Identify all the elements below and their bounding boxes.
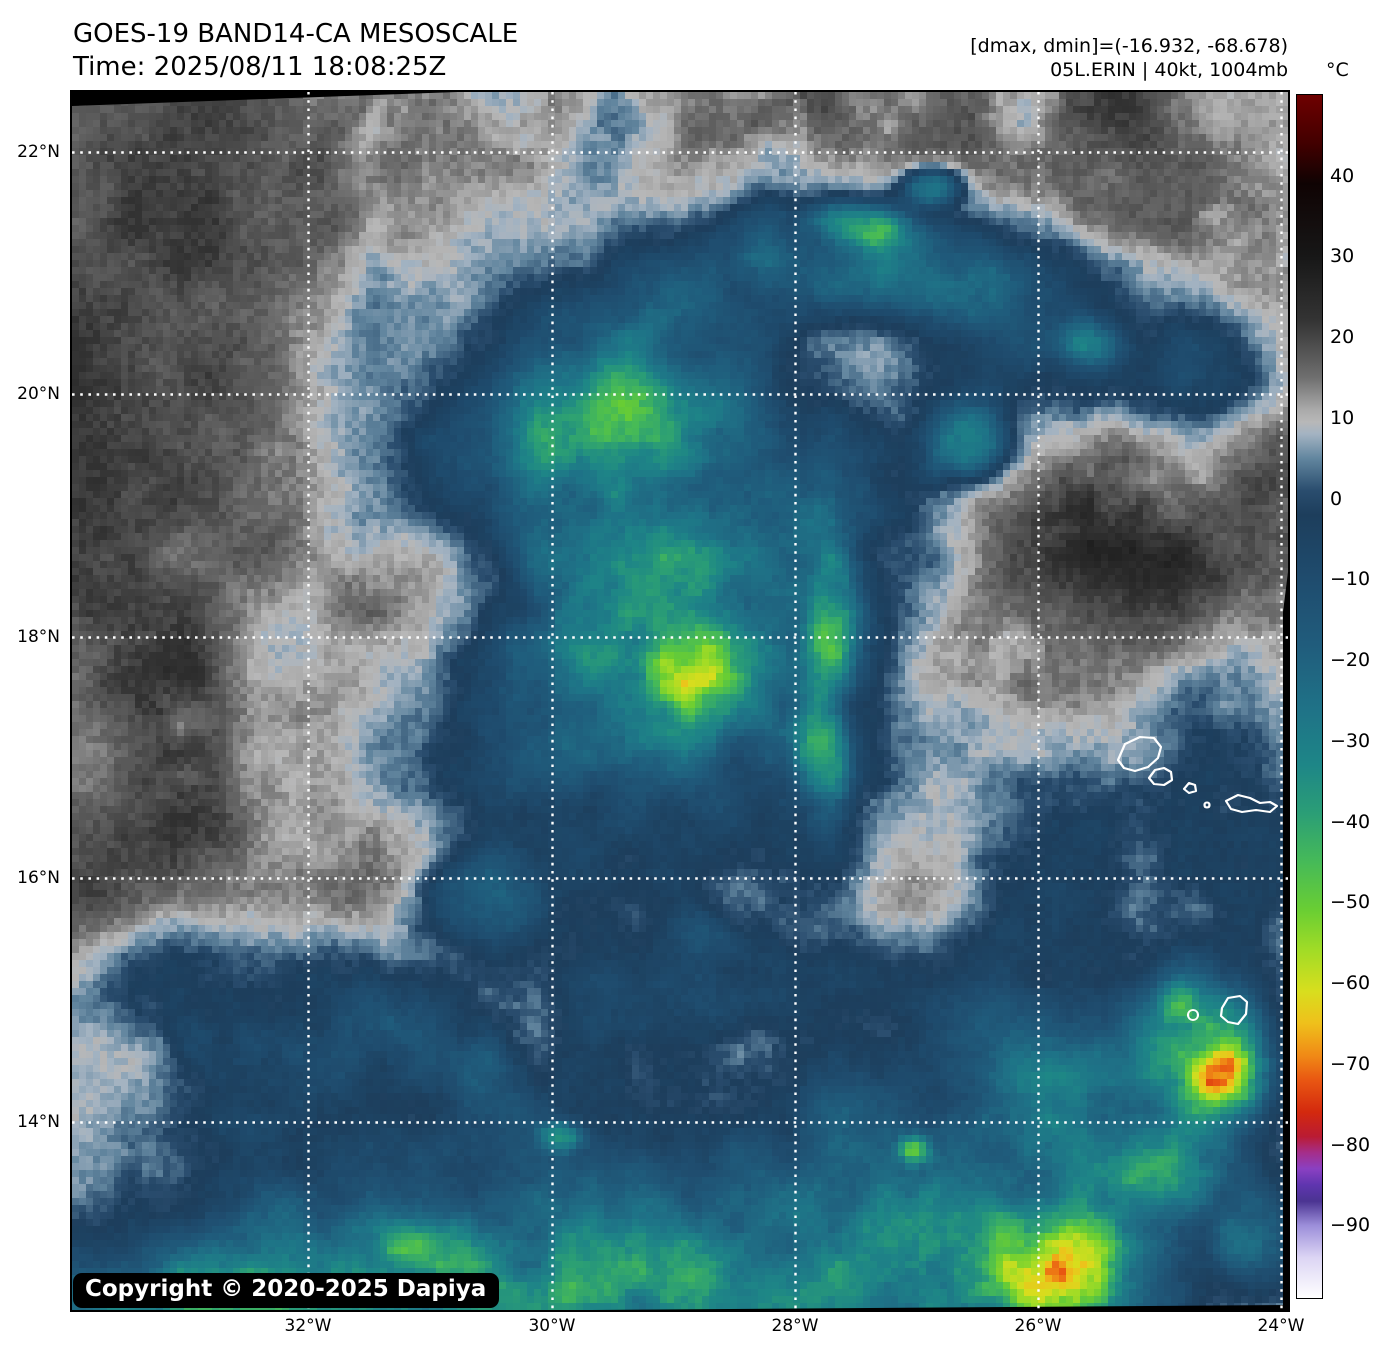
copyright-badge: Copyright © 2020-2025 Dapiya xyxy=(73,1273,500,1308)
colorbar-tick-label: 20 xyxy=(1330,326,1355,349)
storm-readout: 05L.ERIN | 40kt, 1004mb xyxy=(1050,59,1288,81)
colorbar-tick-label: 10 xyxy=(1330,406,1355,429)
timestamp: Time: 2025/08/11 18:08:25Z xyxy=(73,52,447,82)
map-plot: Copyright © 2020-2025 Dapiya xyxy=(70,90,1290,1312)
title-block: GOES-19 BAND14-CA MESOSCALE Time: 2025/0… xyxy=(73,18,518,84)
lat-tick-label: 18°N xyxy=(17,627,60,648)
info-block: [dmax, dmin]=(-16.932, -68.678) 05L.ERIN… xyxy=(970,34,1288,82)
colorbar-tick-label: 0 xyxy=(1330,487,1343,510)
dmax-dmin-readout: [dmax, dmin]=(-16.932, -68.678) xyxy=(970,35,1288,57)
lat-tick-label: 20°N xyxy=(17,384,60,405)
colorbar-unit-label: °C xyxy=(1326,59,1349,81)
colorbar-tick-label: −70 xyxy=(1330,1052,1371,1075)
colorbar-tick-label: 40 xyxy=(1330,164,1355,187)
colorbar-gradient xyxy=(1297,95,1322,1298)
lon-tick-label: 24°W xyxy=(1257,1316,1305,1336)
colorbar-tick-label: 30 xyxy=(1330,245,1355,268)
colorbar-tick-label: −10 xyxy=(1330,568,1371,591)
colorbar-tick-label: −90 xyxy=(1330,1214,1371,1237)
lat-tick-label: 22°N xyxy=(17,142,60,163)
colorbar-tick-label: −80 xyxy=(1330,1133,1371,1156)
colorbar xyxy=(1296,94,1323,1299)
colorbar-tick-label: −60 xyxy=(1330,972,1371,995)
colorbar-tick-label: −30 xyxy=(1330,729,1371,752)
latitude-axis: 22°N 20°N 18°N 16°N 14°N xyxy=(0,90,64,1312)
lat-tick-label: 14°N xyxy=(17,1112,60,1133)
lon-tick-label: 32°W xyxy=(284,1316,332,1336)
lon-tick-label: 28°W xyxy=(771,1316,819,1336)
colorbar-tick-label: −50 xyxy=(1330,891,1371,914)
lon-tick-label: 30°W xyxy=(528,1316,576,1336)
lon-tick-label: 26°W xyxy=(1014,1316,1062,1336)
colorbar-tick-label: −40 xyxy=(1330,810,1371,833)
lat-tick-label: 16°N xyxy=(17,867,60,888)
colorbar-ticks: 40 30 20 10 0 −10 −20 −30 −40 −50 −60 −70 −80 −90 xyxy=(1330,95,1386,1298)
product-title: GOES-19 BAND14-CA MESOSCALE xyxy=(73,19,519,49)
colorbar-tick-label: −20 xyxy=(1330,649,1371,672)
satellite-ir-image xyxy=(72,92,1288,1310)
longitude-axis: 32°W 30°W 28°W 26°W 24°W xyxy=(72,1316,1305,1346)
